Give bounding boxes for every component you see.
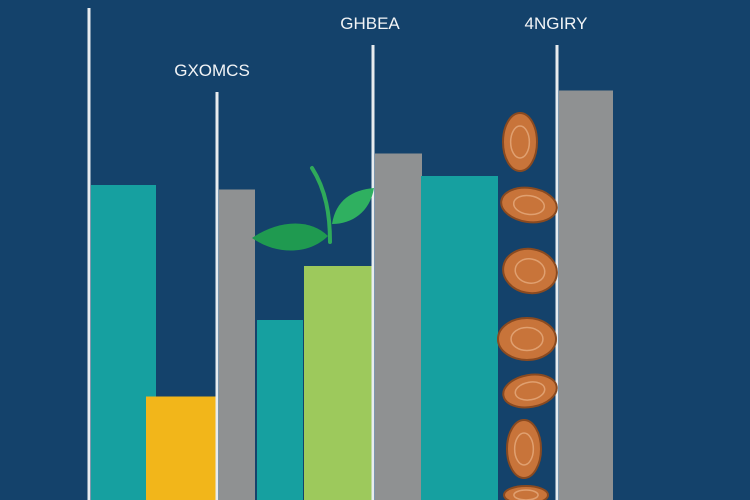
bar: [257, 320, 303, 500]
bar-label: 4NGIRY: [525, 14, 588, 33]
bar: [146, 396, 217, 500]
bar: [559, 90, 613, 500]
bar: [375, 153, 422, 500]
bar: [421, 176, 498, 500]
sprout-icon: [252, 166, 374, 251]
almond-icon: [502, 373, 558, 409]
bar-label: GHBEA: [340, 14, 400, 33]
almond-icon: [503, 485, 549, 500]
bar: [91, 185, 156, 500]
bar-label: GXOMCS: [174, 61, 250, 80]
almond-icon: [497, 317, 557, 361]
bars-group: [91, 90, 613, 500]
almond-icon: [500, 186, 558, 224]
almond-stack: [497, 112, 558, 500]
almond-icon: [502, 112, 538, 172]
bar: [304, 266, 373, 500]
almond-icon: [502, 247, 558, 295]
almond-icon: [506, 419, 542, 479]
bar: [219, 189, 255, 500]
